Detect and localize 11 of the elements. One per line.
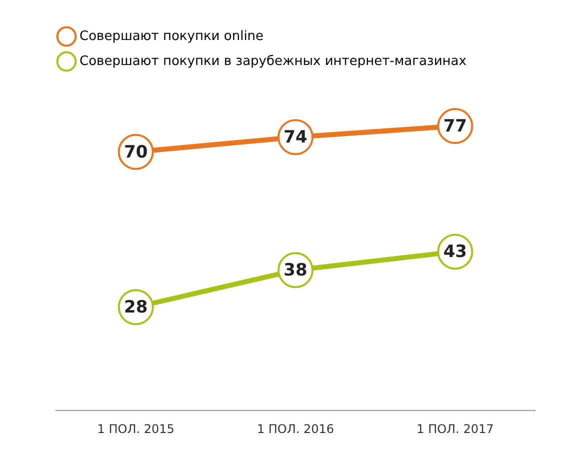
data-label: 74 <box>284 128 308 148</box>
data-label: 77 <box>443 116 468 136</box>
x-tick-label: 1 ПОЛ. 2015 <box>97 422 174 436</box>
data-label: 43 <box>443 242 468 262</box>
data-label: 70 <box>124 142 148 162</box>
legend-label: Совершают покупки online <box>80 28 264 44</box>
x-tick-label: 1 ПОЛ. 2016 <box>256 422 334 436</box>
x-tick-label: 1 ПОЛ. 2017 <box>416 422 494 436</box>
data-label: 28 <box>124 298 148 318</box>
data-label: 38 <box>284 260 308 281</box>
legend-label: Совершают покупки в зарубежных интернет-магазинах <box>80 54 467 69</box>
